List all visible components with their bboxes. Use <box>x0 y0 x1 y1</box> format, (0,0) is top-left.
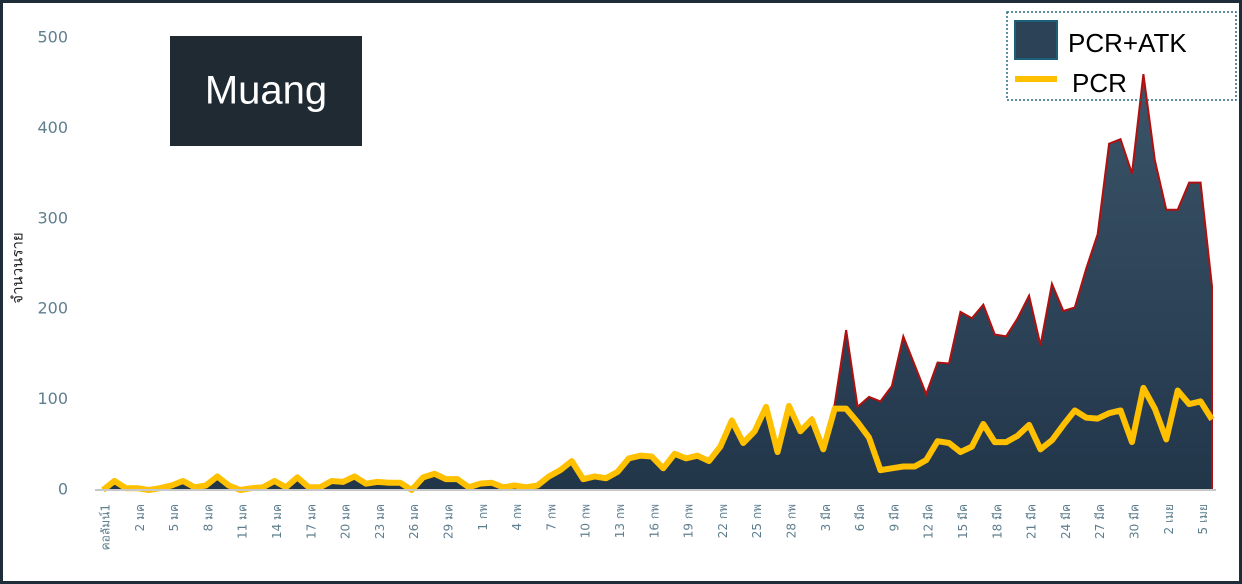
x-tick-label: 26 มค <box>407 504 421 539</box>
x-tick-label: 2 เมย <box>1162 504 1176 535</box>
x-tick-label: 23 มค <box>373 504 387 539</box>
x-tick-label: 15 มีค <box>956 504 970 539</box>
x-tick-label: 17 มค <box>304 504 318 539</box>
legend-label: PCR+ATK <box>1068 28 1187 58</box>
x-tick-label: 1 กพ <box>476 504 490 531</box>
x-tick-label: 9 มีค <box>887 504 901 531</box>
x-tick-label: 20 มค <box>339 504 353 539</box>
x-tick-label: 25 กพ <box>750 504 764 538</box>
y-tick-label: 300 <box>37 208 68 227</box>
x-tick-label: 29 มค <box>441 504 455 539</box>
x-tick-label: 12 มีค <box>922 504 936 539</box>
x-tick-label: 8 มค <box>201 504 215 531</box>
legend: PCR+ATK PCR <box>1006 11 1237 101</box>
legend-box <box>1006 11 1237 101</box>
x-tick-label: 2 มค <box>133 504 147 531</box>
x-tick-label: 16 กพ <box>647 504 661 538</box>
title-box <box>170 36 362 146</box>
x-tick-label: 27 มีค <box>1093 504 1107 539</box>
x-tick-label: 21 มีค <box>1025 504 1039 539</box>
x-tick-label: 30 มีค <box>1127 504 1141 539</box>
legend-label: PCR <box>1072 68 1127 98</box>
x-tick-label: 18 มีค <box>990 504 1004 539</box>
y-tick-label: 0 <box>58 480 68 499</box>
x-tick-label: 5 เมย <box>1196 504 1210 535</box>
x-tick-label: 5 มค <box>167 504 181 531</box>
line <box>101 384 1215 493</box>
x-tick-label: 3 มีค <box>819 504 833 531</box>
y-tick-label: 200 <box>37 299 68 318</box>
x-tick-label: 24 มีค <box>1059 504 1073 539</box>
x-tick-label: 14 มค <box>270 504 284 539</box>
x-tick-label: 7 กพ <box>544 504 558 531</box>
x-tick-label: 28 กพ <box>784 504 798 538</box>
y-tick-label: 100 <box>37 389 68 408</box>
x-tick-label: คอลัมน์1 <box>99 504 113 550</box>
y-tick-label: 400 <box>37 118 68 137</box>
x-tick-label: 19 กพ <box>682 504 696 538</box>
x-tick-label: 13 กพ <box>613 504 627 538</box>
x-tick-label: 22 กพ <box>716 504 730 538</box>
x-tick-label: 10 กพ <box>579 504 593 538</box>
x-tick-label: 11 มค <box>236 504 250 539</box>
y-axis-label: จำนวนราย <box>9 232 27 303</box>
x-tick-label: 6 มีค <box>853 504 867 531</box>
area <box>103 74 1212 490</box>
legend-swatch <box>1014 20 1058 60</box>
chart-title: Muang <box>205 69 327 113</box>
y-tick-label: 500 <box>37 28 68 47</box>
plot: 0 100 200 300 400 500 คอลัมน์1 2 มค 5 มค 8 มค 11 ม… <box>37 28 1216 550</box>
x-tick-label: 4 กพ <box>510 504 524 531</box>
